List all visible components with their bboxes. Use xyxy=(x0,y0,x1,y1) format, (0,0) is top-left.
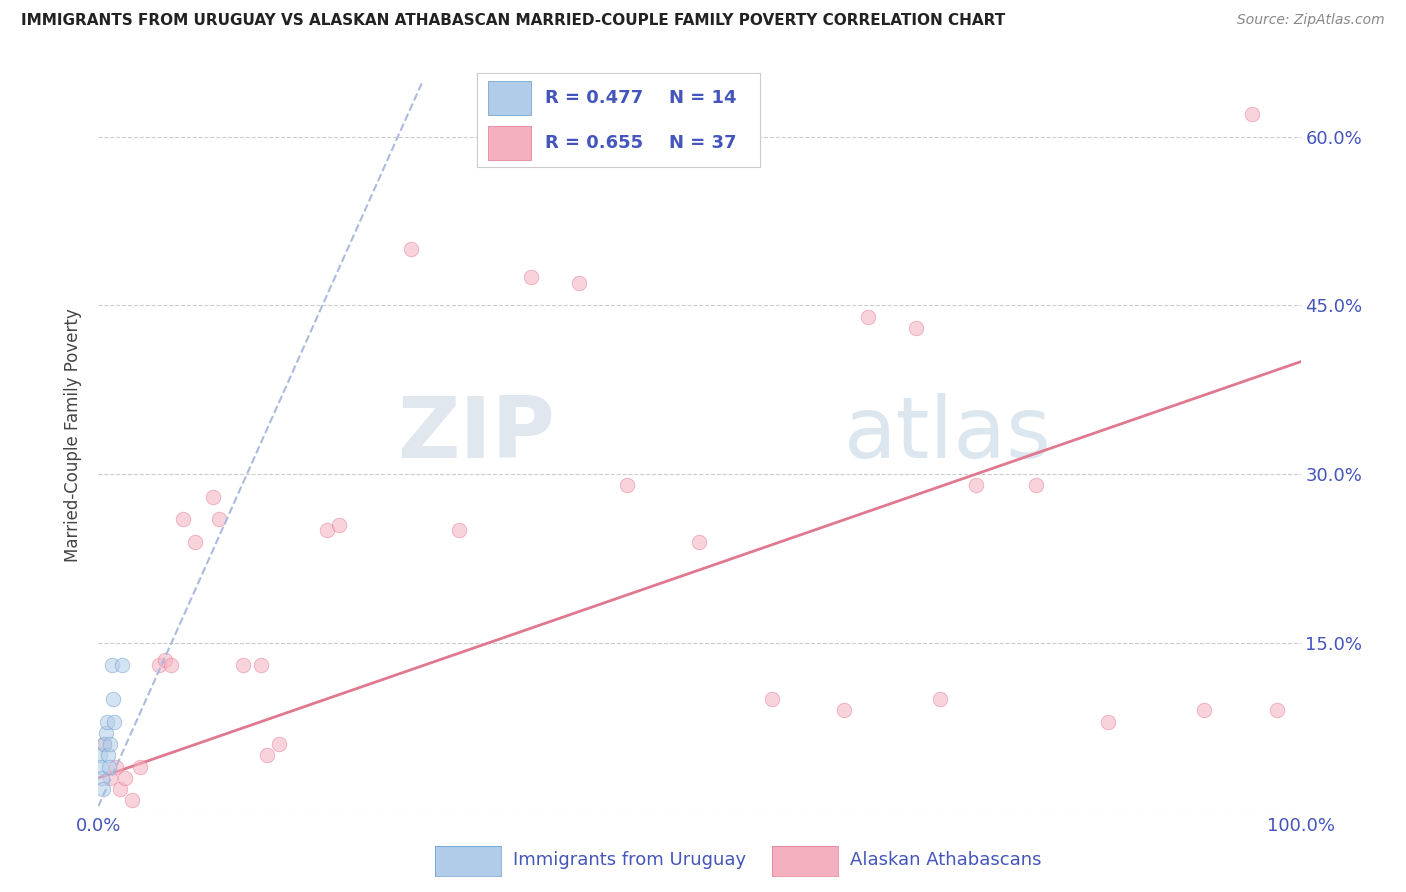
Point xyxy=(965,478,987,492)
Point xyxy=(249,658,271,673)
Text: atlas: atlas xyxy=(844,393,1052,476)
Point xyxy=(761,692,783,706)
Text: ZIP: ZIP xyxy=(398,393,555,476)
Point xyxy=(100,658,122,673)
Point xyxy=(399,242,422,256)
Point xyxy=(689,534,711,549)
Point xyxy=(208,512,231,526)
Point xyxy=(98,760,121,774)
Text: Source: ZipAtlas.com: Source: ZipAtlas.com xyxy=(1237,13,1385,28)
Point xyxy=(328,517,350,532)
Point xyxy=(183,534,205,549)
Point xyxy=(832,703,855,717)
Text: Alaskan Athabascans: Alaskan Athabascans xyxy=(849,851,1042,869)
Point xyxy=(1025,478,1047,492)
Point xyxy=(201,490,224,504)
Point xyxy=(91,782,114,797)
Point xyxy=(101,692,124,706)
Point xyxy=(129,760,152,774)
Point xyxy=(105,760,128,774)
Point xyxy=(1265,703,1288,717)
Point xyxy=(103,714,125,729)
Point xyxy=(94,726,117,740)
Point xyxy=(100,771,122,785)
Point xyxy=(159,658,181,673)
Point xyxy=(121,793,143,807)
Text: IMMIGRANTS FROM URUGUAY VS ALASKAN ATHABASCAN MARRIED-COUPLE FAMILY POVERTY CORR: IMMIGRANTS FROM URUGUAY VS ALASKAN ATHAB… xyxy=(21,13,1005,29)
Point xyxy=(111,658,134,673)
Point xyxy=(232,658,254,673)
Point xyxy=(904,321,927,335)
Point xyxy=(256,748,278,763)
Point xyxy=(520,270,543,285)
Point xyxy=(315,524,337,538)
Point xyxy=(89,748,111,763)
Point xyxy=(93,737,115,751)
Point xyxy=(928,692,950,706)
Point xyxy=(97,748,120,763)
Point xyxy=(148,658,170,673)
Point xyxy=(172,512,194,526)
Point xyxy=(267,737,290,751)
Point xyxy=(1194,703,1216,717)
Point xyxy=(568,276,591,290)
Point xyxy=(447,524,470,538)
Point xyxy=(114,771,136,785)
Point xyxy=(856,310,879,324)
Point xyxy=(90,760,112,774)
Point xyxy=(93,737,115,751)
Point xyxy=(616,478,638,492)
Point xyxy=(153,653,176,667)
Point xyxy=(108,782,131,797)
Point xyxy=(100,737,122,751)
Point xyxy=(96,714,118,729)
Point xyxy=(1241,107,1264,121)
Point xyxy=(1097,714,1119,729)
Y-axis label: Married-Couple Family Poverty: Married-Couple Family Poverty xyxy=(65,308,83,562)
Text: Immigrants from Uruguay: Immigrants from Uruguay xyxy=(513,851,747,869)
Point xyxy=(91,771,114,785)
